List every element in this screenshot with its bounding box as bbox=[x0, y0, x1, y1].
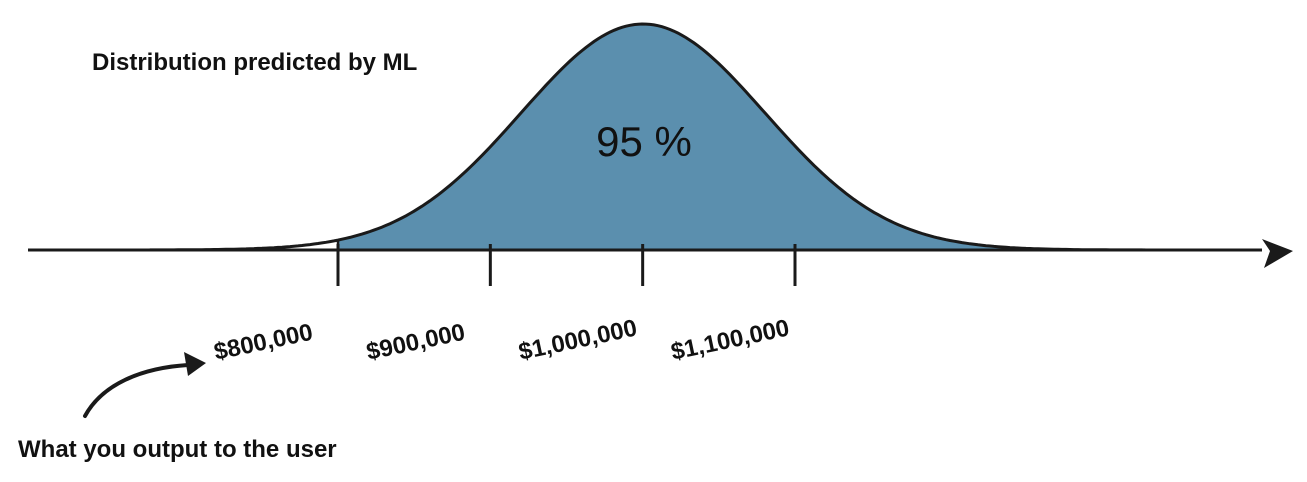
shaded-percent-label: 95 % bbox=[596, 118, 692, 165]
shaded-area bbox=[338, 24, 1160, 250]
pointer-arrowhead bbox=[184, 352, 206, 376]
diagram-title: Distribution predicted by ML bbox=[92, 49, 417, 76]
tick-label: $1,000,000 bbox=[516, 314, 639, 365]
tick-label: $800,000 bbox=[212, 319, 316, 366]
pointer-arrow bbox=[83, 363, 190, 418]
tick-label: $900,000 bbox=[364, 319, 468, 366]
ticks-group: $800,000 $900,000 $1,000,000 $1,100,000 bbox=[212, 244, 797, 366]
annotation-text: What you output to the user bbox=[18, 436, 337, 463]
axis-arrowhead bbox=[1262, 239, 1293, 268]
tick-label: $1,100,000 bbox=[669, 314, 792, 365]
bell-curve bbox=[148, 22, 1160, 252]
